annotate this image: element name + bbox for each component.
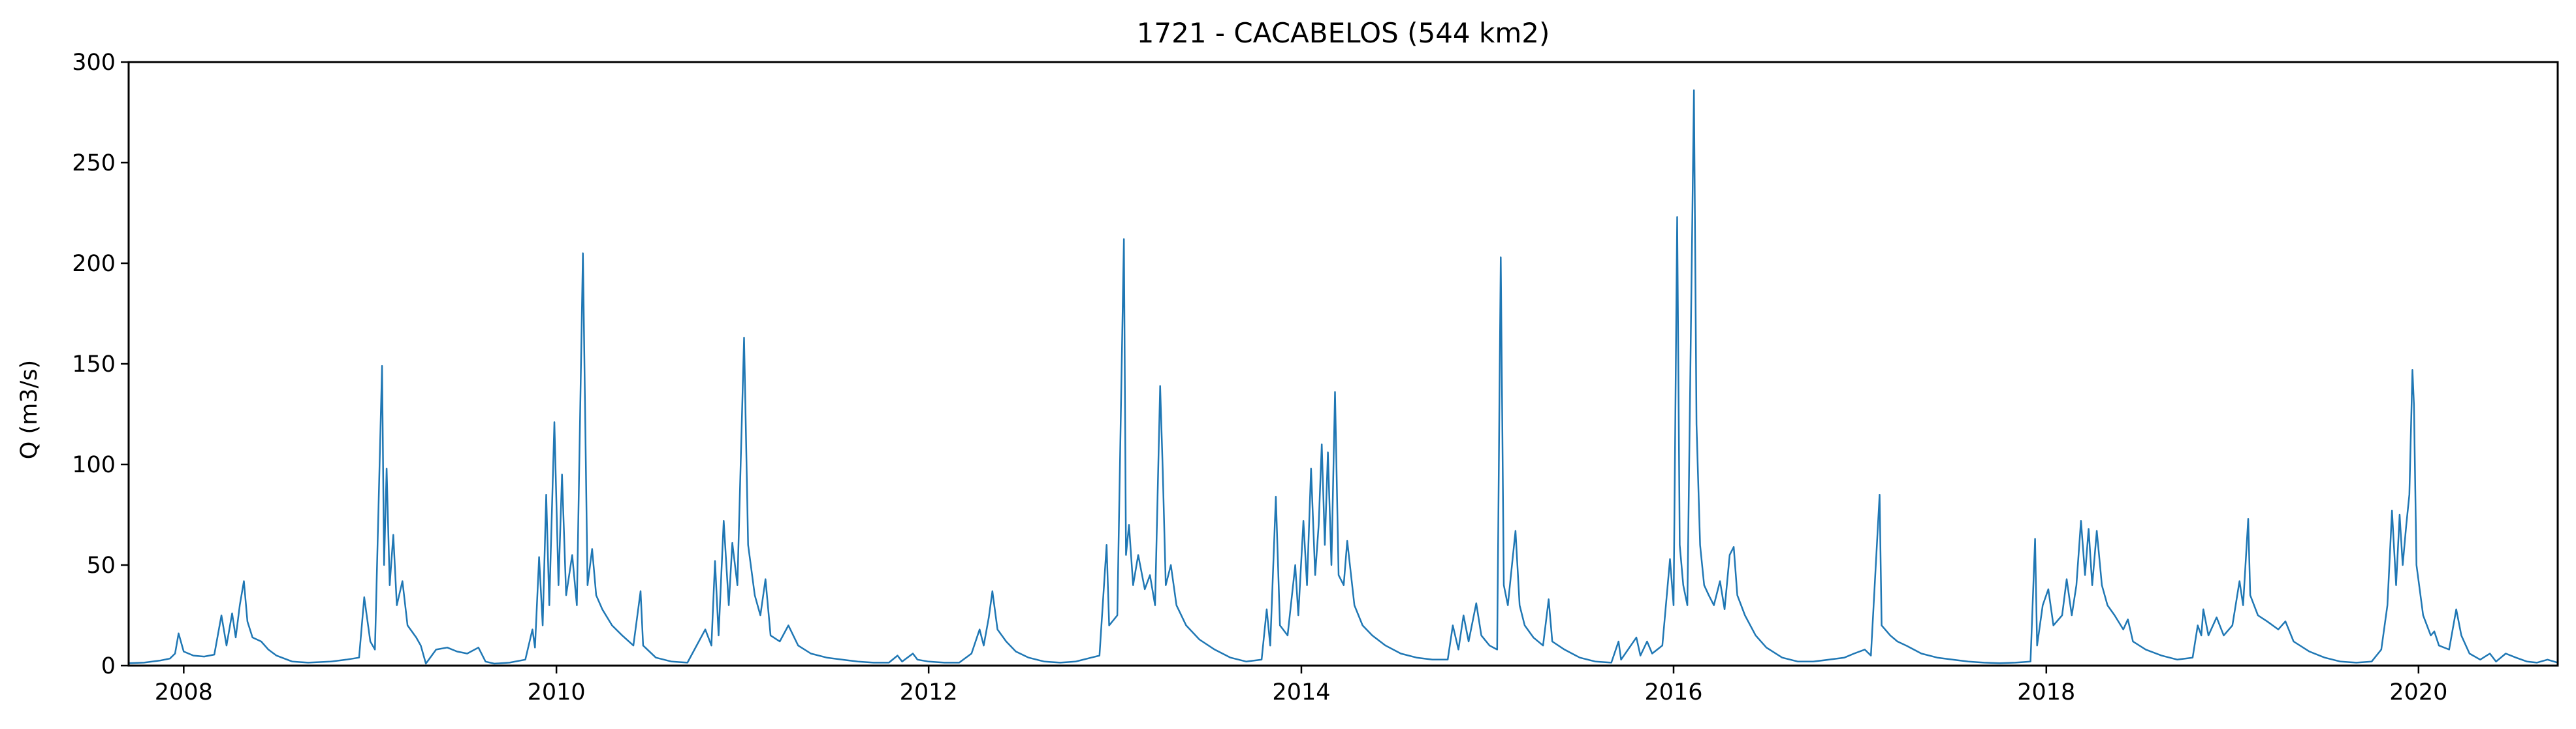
- y-axis-label: Q (m3/s): [16, 360, 42, 459]
- x-tick-label: 2014: [1272, 679, 1330, 705]
- y-tick-label: 50: [86, 553, 116, 579]
- y-tick-label: 0: [101, 653, 116, 679]
- x-tick-label: 2016: [1644, 679, 1702, 705]
- x-tick-label: 2010: [528, 679, 586, 705]
- y-tick-label: 300: [72, 50, 116, 76]
- plot-frame: [127, 61, 2559, 667]
- y-tick-label: 150: [72, 351, 116, 378]
- x-tick-label: 2008: [155, 679, 213, 705]
- y-tick-label: 250: [72, 150, 116, 176]
- y-tick-label: 100: [72, 452, 116, 478]
- x-tick-label: 2020: [2389, 679, 2447, 705]
- x-tick-label: 2012: [900, 679, 958, 705]
- y-axis: 0 50 100 150 200 250 300: [72, 50, 129, 679]
- y-tick-label: 200: [72, 251, 116, 277]
- plot-area: [128, 89, 2558, 665]
- x-axis: 2008 2010 2012 2014 2016 2018 2020: [155, 666, 2447, 705]
- x-tick-label: 2018: [2017, 679, 2075, 705]
- chart-title: 1721 - CACABELOS (544 km2): [1137, 17, 1550, 49]
- discharge-series-line: [128, 89, 2558, 665]
